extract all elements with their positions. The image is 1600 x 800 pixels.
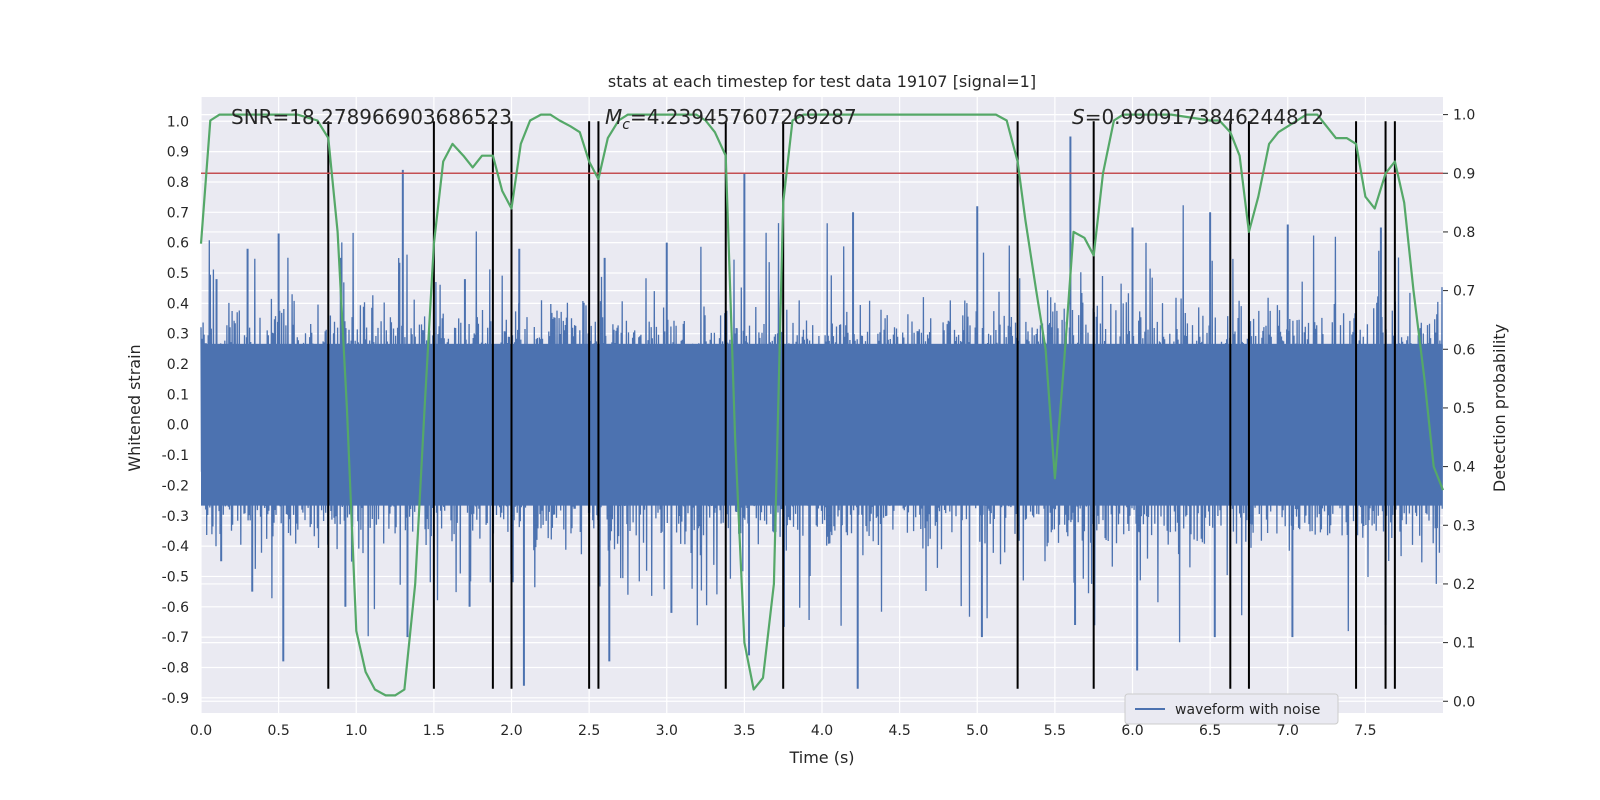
x-tick-label: 3.0 xyxy=(656,723,678,739)
x-axis-label: Time (s) xyxy=(788,748,854,767)
probability-line xyxy=(199,113,1445,697)
y-left-tick-label: -0.2 xyxy=(162,478,189,494)
x-tick-label: 2.5 xyxy=(578,723,600,739)
x-tick-label: 4.5 xyxy=(888,723,910,739)
y-right-tick-label: 0.5 xyxy=(1453,401,1475,417)
chirp-mass-symbol: M xyxy=(605,105,622,129)
y-left-tick-label: 0.6 xyxy=(167,236,189,252)
y-axis-left-label: Whitened strain xyxy=(125,344,144,471)
x-tick-label: 1.0 xyxy=(345,723,367,739)
x-tick-label: 6.0 xyxy=(1121,723,1143,739)
y-right-tick-label: 0.6 xyxy=(1453,342,1475,358)
y-left-tick-label: 0.9 xyxy=(167,145,189,161)
x-tick-label: 0.0 xyxy=(190,723,212,739)
chart-title: stats at each timestep for test data 191… xyxy=(608,72,1036,91)
waveform-core xyxy=(201,343,1443,506)
x-tick-label: 5.5 xyxy=(1044,723,1066,739)
y-left-tick-label: -0.1 xyxy=(162,448,189,464)
y-left-tick-label: -0.3 xyxy=(162,509,189,525)
legend-box xyxy=(1124,693,1339,725)
x-tick-label: 6.5 xyxy=(1199,723,1221,739)
s-annotation: S=0.9909173846244812 xyxy=(1072,105,1324,129)
y-right-tick-label: 0.2 xyxy=(1453,577,1475,593)
y-left-tick-label: -0.8 xyxy=(162,660,189,676)
y-right-tick-label: 0.0 xyxy=(1453,694,1475,710)
x-tick-label: 3.5 xyxy=(733,723,755,739)
s-symbol: S xyxy=(1072,105,1085,129)
y-axis-left-ticks: 1.0 0.9 0.8 0.7 0.6 0.5 0.4 0.3 0.2 0.1 0.0 -0.1 -0.… xyxy=(162,114,189,707)
y-axis-right-label: Detection probability xyxy=(1490,324,1509,492)
y-left-tick-label: 0.7 xyxy=(167,205,189,221)
y-right-tick-label: 0.7 xyxy=(1453,284,1475,300)
y-axis-right-ticks: 1.0 0.9 0.8 0.7 0.6 0.5 0.4 0.3 0.2 0.1 0.0 xyxy=(1443,108,1475,710)
probability-series xyxy=(199,113,1445,697)
x-tick-label: 0.5 xyxy=(267,723,289,739)
y-right-tick-label: 1.0 xyxy=(1453,108,1475,124)
y-left-tick-label: 0.4 xyxy=(167,296,189,312)
x-tick-label: 4.0 xyxy=(811,723,833,739)
x-tick-label: 5.0 xyxy=(966,723,988,739)
y-left-tick-label: 1.0 xyxy=(167,114,189,130)
y-left-tick-label: -0.6 xyxy=(162,600,189,616)
s-value: =0.9909173846244812 xyxy=(1085,105,1324,129)
waveform-series xyxy=(200,136,1443,689)
chirp-mass-subscript: c xyxy=(622,117,630,133)
y-left-tick-label: -0.9 xyxy=(162,691,189,707)
y-left-tick-label: 0.3 xyxy=(167,327,189,343)
y-left-tick-label: 0.1 xyxy=(167,387,189,403)
y-left-tick-label: 0.8 xyxy=(167,175,189,191)
y-left-tick-label: -0.5 xyxy=(162,569,189,585)
snr-annotation: SNR=18.278966903686523 xyxy=(231,105,512,129)
y-left-tick-label: -0.4 xyxy=(162,539,189,555)
y-right-tick-label: 0.4 xyxy=(1453,460,1475,476)
x-axis-ticks: 0.0 0.5 1.0 1.5 2.0 2.5 3.0 3.5 4.0 4.5 5.0 5.5 6.0 6… xyxy=(190,723,1377,739)
y-left-tick-label: 0.5 xyxy=(167,266,189,282)
legend-label-waveform: waveform with noise xyxy=(1175,702,1320,718)
y-left-tick-label: 0.2 xyxy=(167,357,189,373)
y-right-tick-label: 0.3 xyxy=(1453,518,1475,534)
x-tick-label: 7.5 xyxy=(1354,723,1376,739)
y-left-tick-label: 0.0 xyxy=(167,418,189,434)
chirp-mass-annotation: Mc=4.239457607269287 xyxy=(605,105,857,133)
y-right-tick-label: 0.1 xyxy=(1453,636,1475,652)
x-tick-label: 7.0 xyxy=(1277,723,1299,739)
legend: waveform with noise xyxy=(1124,693,1339,725)
y-left-tick-label: -0.7 xyxy=(162,630,189,646)
x-tick-label: 1.5 xyxy=(423,723,445,739)
chirp-mass-value: =4.239457607269287 xyxy=(630,105,857,129)
y-right-tick-label: 0.8 xyxy=(1453,225,1475,241)
y-right-tick-label: 0.9 xyxy=(1453,166,1475,182)
x-tick-label: 2.0 xyxy=(500,723,522,739)
